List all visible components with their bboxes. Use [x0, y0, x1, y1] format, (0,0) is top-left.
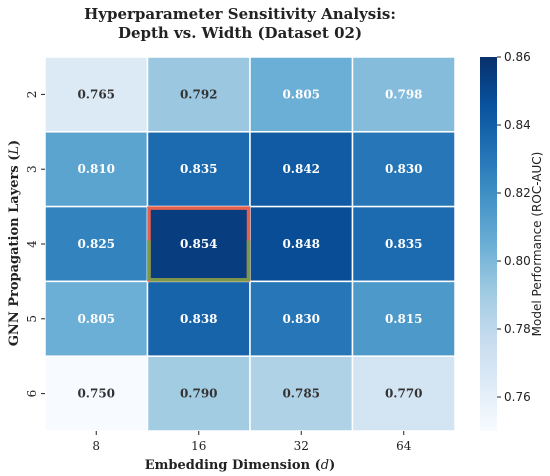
y-tick-label: 2	[25, 91, 39, 99]
cell-value-label: 0.765	[77, 87, 115, 101]
colorbar-tick-label: 0.82	[504, 186, 531, 200]
x-axis-label: Embedding Dimension (d)	[145, 458, 335, 473]
colorbar-tick-label: 0.76	[504, 390, 531, 404]
heatmap-cell	[44, 131, 149, 208]
cell-value-label: 0.848	[282, 237, 320, 251]
heatmap-cell	[146, 280, 251, 357]
cell-value-label: 0.810	[77, 162, 115, 176]
cell-value-label: 0.815	[385, 312, 423, 326]
cell-value-label: 0.838	[180, 312, 218, 326]
x-tick-label: 32	[294, 439, 309, 453]
colorbar	[480, 57, 497, 431]
chart-title-line-1: Hyperparameter Sensitivity Analysis:	[84, 5, 396, 23]
x-tick-label: 64	[396, 439, 412, 453]
cell-value-label: 0.805	[282, 87, 320, 101]
colorbar-ticks: 0.76 0.78 0.80 0.82 0.84 0.86	[497, 50, 531, 404]
cell-value-label: 0.750	[77, 387, 115, 401]
heatmap-cell	[249, 56, 354, 133]
colorbar-label: Model Performance (ROC-AUC)	[530, 152, 544, 337]
x-axis-ticks: 8 16 32 64	[92, 431, 412, 453]
cell-value-label: 0.854	[180, 237, 218, 251]
y-tick-label: 5	[25, 315, 39, 323]
heatmap-cell	[44, 355, 149, 432]
x-tick-label: 16	[191, 439, 206, 453]
highlight-box	[147, 206, 251, 282]
y-tick-label: 6	[25, 390, 39, 398]
heatmap-cell	[351, 56, 456, 133]
heatmap-cell	[249, 355, 354, 432]
heatmap-cell	[351, 280, 456, 357]
heatmap-cell	[351, 131, 456, 208]
cell-value-label: 0.830	[282, 312, 320, 326]
cell-value-label: 0.805	[77, 312, 115, 326]
cell-value-label: 0.792	[180, 87, 218, 101]
heatmap-cells: 0.765 0.792 0.805 0.798 0.810 0.835 0.842 0.830…	[44, 56, 456, 432]
cell-value-label: 0.798	[385, 87, 423, 101]
cell-value-label: 0.785	[282, 387, 320, 401]
colorbar-tick-label: 0.80	[504, 254, 531, 268]
cell-value-label: 0.825	[77, 237, 115, 251]
heatmap-cell	[44, 56, 149, 133]
x-tick-label: 8	[92, 439, 100, 453]
cell-value-label: 0.790	[180, 387, 218, 401]
y-tick-label: 3	[25, 165, 39, 173]
chart-title-line-2: Depth vs. Width (Dataset 02)	[118, 24, 362, 42]
cell-value-label: 0.835	[180, 162, 218, 176]
y-axis-label: GNN Propagation Layers (L)	[7, 140, 22, 346]
cell-value-label: 0.842	[282, 162, 320, 176]
y-tick-label: 4	[25, 240, 39, 248]
colorbar-tick-label: 0.84	[504, 118, 531, 132]
heatmap-cell	[146, 205, 251, 283]
y-axis-ticks: 2 3 4 5 6	[25, 91, 45, 398]
colorbar-tick-label: 0.78	[504, 322, 531, 336]
cell-value-label: 0.770	[385, 387, 423, 401]
heatmap-cell	[351, 355, 456, 432]
colorbar-tick-label: 0.86	[504, 50, 531, 64]
heatmap-cell	[44, 280, 149, 357]
cell-value-label: 0.830	[385, 162, 423, 176]
heatmap-cell	[146, 355, 251, 432]
heatmap-cell	[249, 131, 354, 208]
cell-value-label: 0.835	[385, 237, 423, 251]
